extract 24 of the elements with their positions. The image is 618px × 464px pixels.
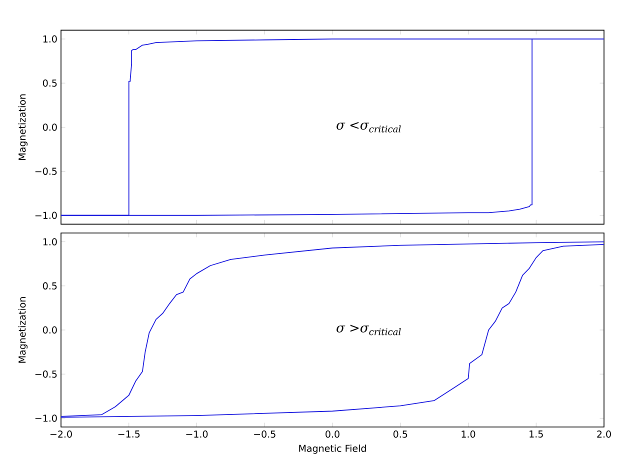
y-tick-label: 0.0 [42, 326, 57, 334]
y-tick-label: −1.0 [35, 212, 57, 219]
y-tick-label: −0.5 [35, 370, 57, 378]
x-tick-label: −1.5 [118, 430, 140, 438]
x-tick-label: 1.0 [462, 430, 476, 438]
annotation: σ >σ$_{critical}$ [336, 324, 401, 336]
y-tick-label: −1.0 [35, 414, 57, 422]
x-tick-label: −1.0 [186, 430, 208, 438]
x-tick-label: 1.5 [530, 430, 543, 438]
x-axis-title: Magnetic Field [299, 444, 366, 454]
y-tick-label: 1.0 [43, 35, 57, 43]
x-tick-label: 0.5 [393, 430, 408, 438]
x-tick-label: −0.5 [254, 430, 276, 438]
annotation: σ <σ$_{critical}$ [336, 122, 401, 132]
x-tick-label: −2.0 [50, 430, 72, 438]
y-axis-title: Magnetization [18, 94, 28, 160]
y-tick-label: 0.0 [42, 124, 57, 131]
y-tick-label: −0.5 [35, 168, 57, 175]
y-tick-label: 0.5 [42, 282, 57, 290]
x-tick-label: 0.0 [326, 430, 340, 438]
y-tick-label: 0.5 [42, 79, 57, 87]
x-tick-label: 2.0 [597, 430, 611, 438]
y-axis-title: Magnetization [18, 297, 28, 363]
y-tick-label: 1.0 [43, 238, 57, 246]
